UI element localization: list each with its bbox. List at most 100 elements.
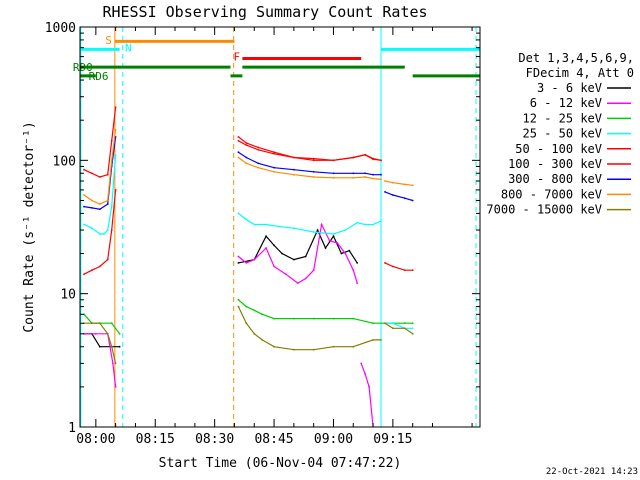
series-6-point (364, 172, 366, 175)
y-tick-label: 100 (53, 154, 76, 169)
series-8-segment-0 (84, 322, 117, 364)
series-4-point (106, 258, 109, 261)
series-3-point (380, 220, 382, 223)
series-8-point (403, 327, 406, 330)
series-1-point (352, 269, 355, 272)
series-7-segment-1 (238, 157, 382, 180)
series-2-point (273, 317, 275, 320)
series-6-point (257, 162, 260, 165)
series-7-point (384, 180, 386, 182)
series-5-point (293, 156, 295, 159)
series-0-point (265, 235, 267, 238)
series-1-point (336, 242, 339, 244)
series-7-segment-2 (384, 180, 413, 186)
series-6-point (237, 151, 240, 154)
x-tick-label: 08:30 (195, 432, 234, 447)
series-0-point (348, 249, 351, 252)
series-3-point (265, 223, 267, 226)
series-1-point (94, 332, 97, 335)
series-5-point (91, 172, 93, 175)
chart-title: RHESSI Observing Summary Count Rates (102, 3, 427, 21)
series-0-point (324, 247, 327, 249)
series-3-point (110, 205, 113, 208)
series-4-point (312, 157, 315, 160)
series-7-point (293, 173, 295, 176)
series-3-point (293, 227, 295, 230)
series-1-point (328, 239, 331, 242)
series-8-point (106, 332, 109, 335)
series-7-point (257, 166, 260, 169)
series-6-point (411, 199, 414, 202)
series-3-segment-1 (238, 212, 382, 235)
series-4-segment-0 (83, 189, 117, 275)
series-2-point (293, 317, 295, 320)
footer-date: 22-Oct-2021 14:23 (546, 467, 638, 477)
series-7-point (380, 178, 382, 181)
series-1-point (364, 373, 366, 375)
y-axis-label: Count Rate (s⁻¹ detector⁻¹) (22, 121, 37, 332)
series-0-point (273, 244, 275, 247)
series-7-point (91, 199, 93, 202)
series-5-point (380, 159, 382, 162)
series-6-segment-2 (384, 191, 413, 202)
series-3-point (392, 322, 394, 325)
x-tick-label: 08:00 (76, 432, 115, 447)
series-7-point (114, 128, 117, 131)
series-7-point (332, 176, 335, 179)
series-7-point (110, 159, 113, 162)
series-6-point (392, 194, 394, 196)
legend-label-3: 25 - 50 keV (523, 127, 602, 141)
series-8-point (253, 332, 256, 335)
series-3-point (106, 229, 109, 232)
series-6-point (380, 173, 382, 176)
x-axis-label: Start Time (06-Nov-04 07:47:22) (159, 456, 402, 471)
series-0-point (293, 258, 295, 261)
series-8-point (352, 345, 355, 348)
series-1-point (296, 282, 299, 284)
series-3-point (98, 233, 101, 235)
series-8-point (98, 322, 101, 325)
series-4-point (98, 265, 101, 268)
series-5-point (98, 176, 101, 178)
series-4-point (83, 273, 85, 276)
series-4-point (237, 139, 240, 142)
series-4-point (110, 229, 113, 232)
series-8-point (380, 339, 382, 341)
series-0-point (98, 345, 101, 348)
series-2-point (372, 322, 374, 325)
legend-header-line-1: Det 1,3,4,5,6,9, (518, 51, 634, 65)
series-6-point (245, 156, 248, 159)
series-8-segment-2 (384, 322, 414, 335)
series-5-point (237, 136, 240, 138)
series-6-point (293, 168, 295, 171)
series-0-point (237, 262, 240, 264)
series-8-point (245, 322, 248, 325)
series-4-point (114, 189, 117, 191)
series-6-point (312, 170, 315, 173)
series-8-point (261, 339, 264, 341)
series-8-point (293, 348, 295, 351)
series-8-point (237, 305, 240, 308)
series-6-point (403, 197, 406, 200)
series-1-point (320, 223, 323, 226)
series-4-point (403, 269, 406, 272)
series-8-point (114, 362, 117, 365)
series-5-segment-0 (83, 107, 117, 178)
state-label-s: S (105, 34, 112, 47)
series-7-point (392, 181, 394, 184)
series-1-segment-1 (238, 222, 358, 284)
series-2-point (118, 332, 121, 335)
legend-label-0: 3 - 6 keV (537, 81, 602, 95)
series-1-segment-2 (360, 363, 374, 427)
series-1-segment-0 (84, 333, 117, 387)
legend-label-7: 800 - 7000 keV (501, 187, 602, 201)
series-7-point (83, 194, 85, 196)
series-6-point (83, 205, 85, 208)
series-3-point (344, 229, 347, 232)
series-0-point (118, 345, 121, 348)
axis-layer: 08:00 08:15 08:30 08:45 09:00 09:15 1 10 100 1000 (45, 21, 480, 447)
series-6-segment-0 (83, 136, 117, 210)
legend-header-line-2: FDecim 4, Att 0 (526, 66, 634, 80)
series-8-point (392, 327, 394, 330)
